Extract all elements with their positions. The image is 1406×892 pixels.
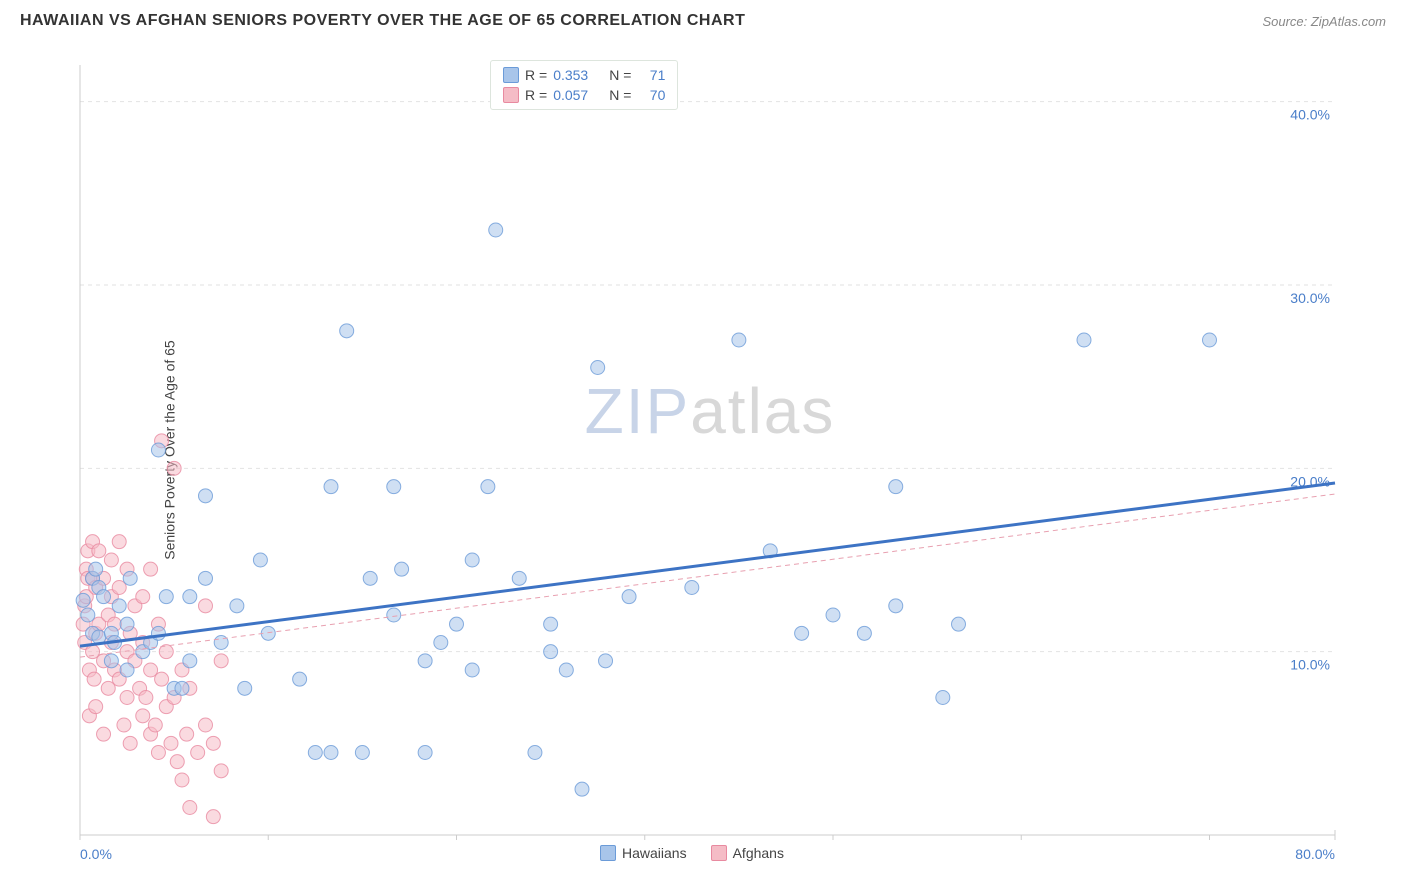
svg-text:0.0%: 0.0% [80, 846, 112, 862]
svg-text:10.0%: 10.0% [1290, 657, 1330, 673]
legend-label: Hawaiians [622, 845, 687, 861]
stats-row: R = 0.057 N = 70 [503, 85, 665, 105]
plot-region: 10.0%20.0%30.0%40.0%0.0%80.0% ZIPatlas R… [70, 55, 1350, 845]
r-value: 0.057 [553, 87, 603, 103]
chart-header: HAWAIIAN VS AFGHAN SENIORS POVERTY OVER … [0, 0, 1406, 38]
legend-item: Afghans [711, 845, 784, 861]
svg-text:80.0%: 80.0% [1295, 846, 1335, 862]
n-label: N = [609, 87, 631, 103]
legend-item: Hawaiians [600, 845, 687, 861]
legend-swatch [503, 67, 519, 83]
chart-svg: 10.0%20.0%30.0%40.0%0.0%80.0% [70, 55, 1350, 875]
r-label: R = [525, 87, 547, 103]
r-value: 0.353 [553, 67, 603, 83]
svg-text:40.0%: 40.0% [1290, 107, 1330, 123]
stats-row: R = 0.353 N = 71 [503, 65, 665, 85]
chart-area: Seniors Poverty Over the Age of 65 10.0%… [50, 55, 1365, 845]
chart-source: Source: ZipAtlas.com [1262, 14, 1386, 29]
n-label: N = [609, 67, 631, 83]
legend-swatch [503, 87, 519, 103]
n-value: 70 [637, 87, 665, 103]
chart-title: HAWAIIAN VS AFGHAN SENIORS POVERTY OVER … [20, 12, 745, 30]
svg-text:30.0%: 30.0% [1290, 290, 1330, 306]
legend-swatch [600, 845, 616, 861]
series-legend: Hawaiians Afghans [600, 845, 784, 861]
legend-label: Afghans [733, 845, 784, 861]
legend-swatch [711, 845, 727, 861]
n-value: 71 [637, 67, 665, 83]
stats-legend: R = 0.353 N = 71 R = 0.057 N = 70 [490, 60, 678, 110]
r-label: R = [525, 67, 547, 83]
